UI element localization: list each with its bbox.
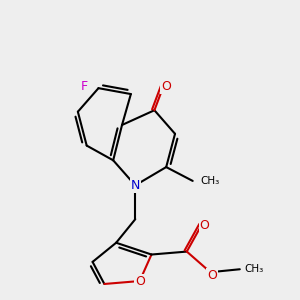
Text: O: O bbox=[207, 268, 217, 282]
Text: CH₃: CH₃ bbox=[244, 264, 263, 274]
Text: O: O bbox=[161, 80, 171, 93]
Text: F: F bbox=[81, 80, 88, 93]
Text: O: O bbox=[200, 219, 209, 232]
Text: O: O bbox=[135, 274, 145, 287]
Text: N: N bbox=[130, 179, 140, 192]
Text: CH₃: CH₃ bbox=[200, 176, 219, 186]
